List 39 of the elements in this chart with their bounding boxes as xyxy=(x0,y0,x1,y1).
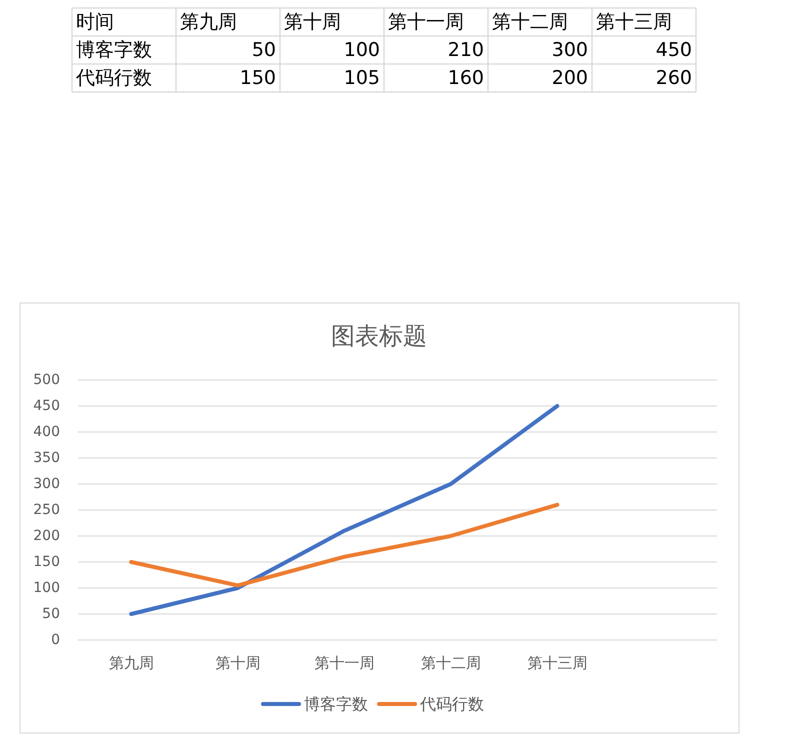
y-tick-label: 50 xyxy=(42,606,60,622)
y-tick-label: 500 xyxy=(33,372,60,388)
x-tick-label: 第十三周 xyxy=(527,654,588,672)
category-label: 第十二周 xyxy=(492,11,568,33)
data-label: 150 xyxy=(240,67,276,89)
legend-label: 代码行数 xyxy=(419,694,484,714)
y-tick-label: 200 xyxy=(33,528,60,544)
y-tick-label: 100 xyxy=(33,580,60,596)
line-series xyxy=(129,502,560,588)
y-tick-label: 400 xyxy=(33,424,60,440)
data-label: 100 xyxy=(344,39,380,61)
text: 代码行数 xyxy=(75,67,152,89)
category-label: 第十三周 xyxy=(596,11,672,33)
x-tick-label: 第九周 xyxy=(108,654,154,672)
data-label: 200 xyxy=(552,67,588,89)
y-tick-label: 0 xyxy=(51,632,60,648)
category-label: 第九周 xyxy=(180,11,237,33)
text: 时间 xyxy=(76,11,114,33)
data-label: 105 xyxy=(344,67,380,89)
legend-label: 博客字数 xyxy=(304,694,368,714)
data-label: 210 xyxy=(448,39,484,61)
y-tick-label: 250 xyxy=(33,502,60,518)
x-tick-label: 第十一周 xyxy=(314,654,374,672)
category-label: 第十周 xyxy=(284,11,341,33)
data-label: 450 xyxy=(656,39,692,61)
data-label: 260 xyxy=(656,67,692,89)
data-label: 160 xyxy=(448,67,484,89)
line-series xyxy=(129,404,560,616)
data-label: 50 xyxy=(252,39,276,61)
chart-title: 图表标题 xyxy=(331,322,427,350)
y-tick-label: 150 xyxy=(33,554,60,570)
x-tick-label: 第十周 xyxy=(215,654,260,672)
y-tick-label: 450 xyxy=(33,398,60,414)
y-tick-label: 300 xyxy=(33,476,60,492)
text: 博客字数 xyxy=(76,39,152,61)
y-tick-label: 350 xyxy=(33,450,60,466)
category-label: 第十一周 xyxy=(388,11,464,33)
data-label: 300 xyxy=(552,39,588,61)
x-tick-label: 第十二周 xyxy=(420,654,481,672)
